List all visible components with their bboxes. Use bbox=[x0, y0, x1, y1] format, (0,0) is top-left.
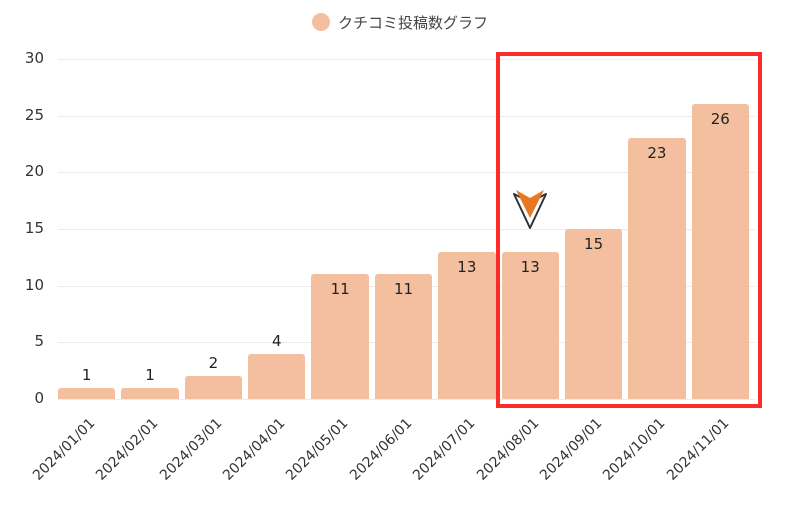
gridline bbox=[58, 172, 755, 174]
bar[interactable] bbox=[58, 387, 116, 399]
x-tick-label: 2024/01/01 bbox=[29, 415, 99, 484]
bar[interactable] bbox=[501, 251, 559, 399]
y-tick-label: 0 bbox=[34, 389, 44, 407]
bar[interactable] bbox=[564, 229, 623, 399]
y-tick-label: 15 bbox=[24, 219, 44, 237]
gridline bbox=[58, 59, 755, 60]
bar[interactable] bbox=[374, 274, 433, 399]
y-tick-label: 20 bbox=[24, 162, 44, 181]
bar[interactable] bbox=[438, 251, 496, 399]
bar[interactable] bbox=[121, 387, 179, 399]
x-tick-label: 2024/10/01 bbox=[600, 415, 669, 484]
x-tick-label: 2024/06/01 bbox=[346, 415, 416, 484]
bar-value-label: 1 bbox=[81, 365, 92, 384]
bar[interactable] bbox=[628, 138, 686, 399]
bar-value-label: 4 bbox=[271, 331, 282, 350]
bar-value-label: 26 bbox=[710, 110, 730, 129]
bar[interactable] bbox=[184, 376, 243, 399]
bar[interactable] bbox=[311, 274, 369, 399]
bar-value-label: 11 bbox=[330, 280, 350, 299]
bar-value-label: 1 bbox=[145, 365, 155, 384]
x-tick-label: 2024/09/01 bbox=[536, 415, 606, 484]
y-tick-label: 5 bbox=[34, 332, 44, 351]
x-tick-label: 2024/02/01 bbox=[93, 415, 162, 484]
y-tick-label: 30 bbox=[24, 49, 44, 67]
arrow-down-icon bbox=[510, 188, 550, 236]
bar-value-label: 23 bbox=[647, 144, 667, 163]
gridline bbox=[58, 229, 755, 230]
legend-label: クチコミ投稿数グラフ bbox=[337, 14, 488, 32]
bar-value-label: 13 bbox=[457, 257, 477, 276]
highlight-box bbox=[495, 52, 762, 408]
x-tick-label: 2024/03/01 bbox=[156, 415, 226, 484]
bar-value-label: 15 bbox=[584, 235, 604, 253]
legend-swatch bbox=[311, 13, 330, 31]
bar-value-label: 2 bbox=[208, 354, 219, 373]
y-tick-label: 25 bbox=[24, 105, 44, 124]
bar[interactable] bbox=[248, 353, 306, 399]
x-tick-label: 2024/07/01 bbox=[410, 415, 479, 484]
x-tick-label: 2024/08/01 bbox=[473, 415, 542, 484]
x-tick-label: 2024/04/01 bbox=[220, 415, 289, 484]
bar-value-label: 13 bbox=[520, 257, 540, 276]
gridline bbox=[58, 115, 755, 117]
gridline bbox=[58, 399, 755, 400]
y-tick-label: 10 bbox=[24, 275, 44, 294]
x-tick-label: 2024/05/01 bbox=[283, 415, 352, 484]
chart-legend[interactable]: クチコミ投稿数グラフ bbox=[0, 12, 800, 33]
bar[interactable] bbox=[691, 104, 749, 399]
bar-value-label: 11 bbox=[393, 280, 414, 299]
x-tick-label: 2024/11/01 bbox=[663, 415, 732, 484]
